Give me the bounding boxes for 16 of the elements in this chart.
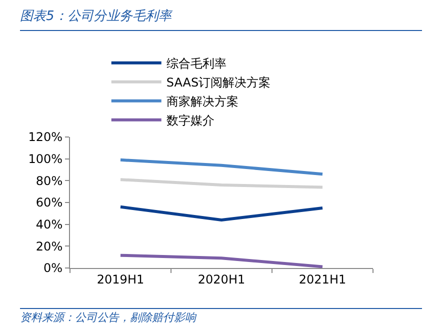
text: 资料来源：公司公告，剔除赔付影响 [20, 308, 422, 327]
chart-title: 图表5：公司分业务毛利率 [20, 6, 422, 31]
y-tick-label: 20% [36, 239, 63, 254]
y-tick-label: 120% [28, 130, 63, 144]
x-tick-label: 2019H1 [96, 272, 144, 286]
x-tick-label: 2020H1 [198, 272, 246, 286]
legend-label: 综合毛利率 [166, 56, 226, 71]
y-tick-label: 100% [28, 152, 63, 166]
y-tick-label: 0% [44, 261, 63, 276]
y-tick-label: 80% [36, 174, 63, 188]
y-tick-label: 40% [36, 218, 63, 232]
legend-label: 商家解决方案 [166, 94, 238, 109]
y-tick-label: 60% [36, 196, 63, 210]
x-tick-label: 2021H1 [298, 272, 346, 286]
legend-label: 数字媒介 [166, 114, 214, 128]
legend-label: SAAS订阅解决方案 [166, 76, 271, 90]
